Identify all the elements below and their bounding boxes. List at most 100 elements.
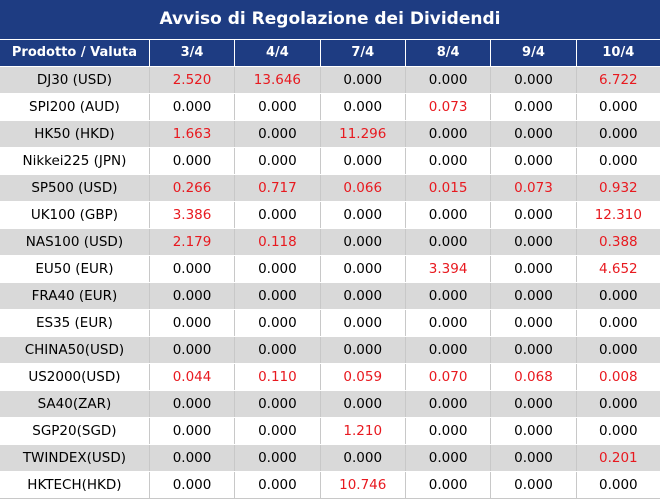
table-row: SP500 (USD) 0.266 0.717 0.066 0.015 0.073 0.93…: [0, 174, 660, 201]
dividend-value-cell: 0.000: [404, 283, 490, 309]
product-cell: UK100 (GBP): [30, 207, 119, 223]
dividend-value-cell: 0.000: [319, 202, 405, 228]
dividend-value-cell: 0.000: [575, 94, 660, 120]
dividend-value-cell: 0.000: [319, 94, 405, 120]
dividend-value-cell: 0.000: [404, 148, 490, 174]
dividend-value-cell: 0.015: [404, 175, 490, 201]
dividend-value-cell: 0.000: [404, 337, 490, 363]
dividend-value-cell: 0.000: [319, 229, 405, 255]
dividend-value-cell: 0.000: [319, 337, 405, 363]
table-row: SGP20(SGD) 0.000 0.000 1.210 0.000 0.000 0.000: [0, 417, 660, 444]
dividend-value-cell: 1.210: [319, 418, 405, 444]
header-date: 8/4: [404, 40, 490, 66]
table-row: HK50 (HKD) 1.663 0.000 11.296 0.000 0.000 0.00…: [0, 120, 660, 147]
table-row: HKTECH(HKD) 0.000 0.000 10.746 0.000 0.000 0.0…: [0, 471, 660, 498]
dividend-value-cell: 0.000: [490, 256, 575, 282]
table-row: ES35 (EUR) 0.000 0.000 0.000 0.000 0.000 0.000: [0, 309, 660, 336]
dividend-value-cell: 0.000: [319, 256, 405, 282]
table-row: UK100 (GBP) 3.386 0.000 0.000 0.000 0.000 12.3…: [0, 201, 660, 228]
product-cell: TWINDEX(USD): [22, 450, 127, 466]
dividend-value-cell: 0.000: [234, 445, 319, 471]
dividend-value-cell: 0.000: [148, 418, 234, 444]
dividend-value-cell: 0.066: [319, 175, 405, 201]
header-product: Prodotto / Valuta: [11, 45, 137, 60]
dividend-value-cell: 0.000: [490, 229, 575, 255]
dividend-value-cell: 0.000: [575, 283, 660, 309]
product-cell: NAS100 (USD): [25, 234, 124, 250]
product-cell: DJ30 (USD): [36, 72, 113, 88]
dividend-value-cell: 0.000: [234, 121, 319, 147]
dividend-value-cell: 0.388: [575, 229, 660, 255]
dividend-value-cell: 0.000: [404, 229, 490, 255]
table-row: CHINA50(USD) 0.000 0.000 0.000 0.000 0.000 0.0…: [0, 336, 660, 363]
dividend-value-cell: 2.520: [148, 67, 234, 93]
dividend-value-cell: 0.000: [575, 148, 660, 174]
dividend-value-cell: 0.000: [575, 472, 660, 498]
dividend-value-cell: 0.000: [234, 148, 319, 174]
dividend-value-cell: 0.008: [575, 364, 660, 390]
dividend-value-cell: 0.000: [319, 445, 405, 471]
header-date: 9/4: [490, 40, 575, 66]
dividend-value-cell: 6.722: [575, 67, 660, 93]
product-cell: CHINA50(USD): [24, 342, 125, 358]
dividend-value-cell: 0.000: [404, 121, 490, 147]
header-date: 7/4: [319, 40, 405, 66]
dividend-value-cell: 3.386: [148, 202, 234, 228]
dividend-value-cell: 0.000: [234, 256, 319, 282]
dividend-value-cell: 0.000: [148, 337, 234, 363]
dividend-value-cell: 0.000: [490, 445, 575, 471]
dividend-value-cell: 0.000: [234, 472, 319, 498]
page-title: Avviso di Regolazione dei Dividendi: [0, 0, 660, 39]
dividend-value-cell: 0.073: [490, 175, 575, 201]
dividend-value-cell: 0.000: [234, 391, 319, 417]
dividend-value-cell: 0.000: [148, 256, 234, 282]
dividend-value-cell: 0.000: [404, 310, 490, 336]
dividend-value-cell: 0.000: [404, 445, 490, 471]
product-cell: Nikkei225 (JPN): [22, 153, 127, 169]
table-row: NAS100 (USD) 2.179 0.118 0.000 0.000 0.000 0.3…: [0, 228, 660, 255]
dividend-value-cell: 0.000: [404, 418, 490, 444]
dividend-value-cell: 13.646: [234, 67, 319, 93]
dividend-value-cell: 0.000: [575, 418, 660, 444]
product-cell: HK50 (HKD): [34, 126, 115, 142]
table-row: Nikkei225 (JPN) 0.000 0.000 0.000 0.000 0.000…: [0, 147, 660, 174]
table-row: TWINDEX(USD) 0.000 0.000 0.000 0.000 0.000 0.2…: [0, 444, 660, 471]
dividend-value-cell: 10.746: [319, 472, 405, 498]
dividend-value-cell: 0.000: [490, 94, 575, 120]
dividend-value-cell: 0.717: [234, 175, 319, 201]
dividend-value-cell: 0.000: [319, 310, 405, 336]
table-body: DJ30 (USD) 2.520 13.646 0.000 0.000 0.000 6.72…: [0, 66, 660, 499]
dividend-value-cell: 0.073: [404, 94, 490, 120]
dividend-value-cell: 0.000: [148, 445, 234, 471]
product-cell: EU50 (EUR): [35, 261, 114, 277]
dividend-value-cell: 0.000: [490, 418, 575, 444]
dividend-value-cell: 0.000: [234, 283, 319, 309]
dividend-value-cell: 0.000: [404, 67, 490, 93]
dividend-value-cell: 0.000: [148, 391, 234, 417]
dividend-value-cell: 2.179: [148, 229, 234, 255]
header-date: 4/4: [234, 40, 319, 66]
dividend-value-cell: 0.000: [148, 310, 234, 336]
table-row: SA40(ZAR) 0.000 0.000 0.000 0.000 0.000 0.000: [0, 390, 660, 417]
product-cell: SGP20(SGD): [32, 423, 117, 439]
product-cell: ES35 (EUR): [35, 315, 113, 331]
dividend-value-cell: 0.000: [490, 148, 575, 174]
dividend-value-cell: 0.000: [234, 202, 319, 228]
dividend-value-cell: 0.000: [234, 418, 319, 444]
dividend-value-cell: 0.000: [148, 148, 234, 174]
dividend-value-cell: 0.000: [319, 67, 405, 93]
dividend-value-cell: 0.201: [575, 445, 660, 471]
product-cell: US2000(USD): [28, 369, 121, 385]
dividend-value-cell: 0.068: [490, 364, 575, 390]
dividend-value-cell: 0.000: [234, 337, 319, 363]
dividend-value-cell: 0.000: [234, 94, 319, 120]
dividend-value-cell: 0.000: [490, 391, 575, 417]
product-cell: SP500 (USD): [31, 180, 118, 196]
dividend-value-cell: 0.000: [575, 391, 660, 417]
dividend-value-cell: 0.266: [148, 175, 234, 201]
dividend-value-cell: 0.000: [319, 283, 405, 309]
table-row: SPI200 (AUD) 0.000 0.000 0.000 0.073 0.000 0.0…: [0, 93, 660, 120]
dividend-value-cell: 0.000: [490, 337, 575, 363]
product-cell: SA40(ZAR): [37, 396, 112, 412]
